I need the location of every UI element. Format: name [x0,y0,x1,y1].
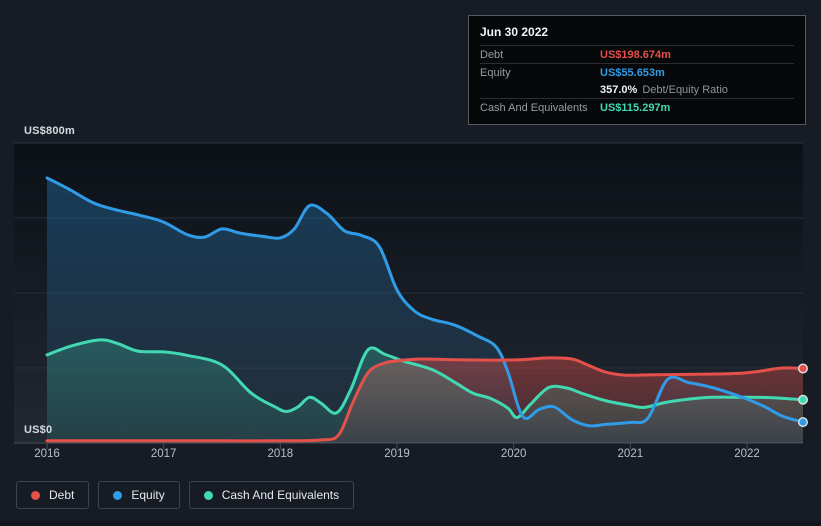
y-axis-max-label: US$800m [24,125,75,137]
chart-tooltip: Jun 30 2022 Debt US$198.674m Equity US$5… [468,15,806,125]
debt-line[interactable] [45,356,805,443]
tooltip-debt-row: Debt US$198.674m [480,45,794,63]
tooltip-cash-row: Cash And Equivalents US$115.297m [480,98,794,116]
cash-series-dot-icon [203,490,213,500]
legend-item-debt[interactable]: Debt [16,481,90,509]
panel-bottom-edge [0,521,821,526]
legend-item-cash[interactable]: Cash And Equivalents [188,481,355,509]
tooltip-debt-value: US$198.674m [600,48,671,61]
legend-item-equity[interactable]: Equity [98,481,180,509]
debt-equity-history-chart[interactable] [0,0,821,470]
equity-series-dot-icon [113,490,123,500]
equity-line[interactable] [45,176,805,428]
tooltip-cash-label: Cash And Equivalents [480,101,588,114]
tooltip-debt-label: Debt [480,48,504,61]
tooltip-date: Jun 30 2022 [480,25,549,39]
tooltip-ratio-value: 357.0% [600,83,638,96]
legend-label-cash: Cash And Equivalents [221,488,340,502]
tooltip-cash-value: US$115.297m [600,101,671,114]
tooltip-equity-row: Equity US$55.653m [480,63,794,81]
cash-and-equivalents-line[interactable] [45,338,805,420]
chart-legend: Debt Equity Cash And Equivalents [16,481,355,509]
legend-label-debt: Debt [49,488,75,502]
y-axis-min-label: US$0 [24,424,53,436]
tooltip-ratio-row: 357.0% Debt/Equity Ratio [480,81,794,98]
cash-and-equivalents-endpoint-marker[interactable] [797,394,808,405]
debt-series-dot-icon [31,490,40,500]
tooltip-equity-label: Equity [480,66,511,79]
debt-endpoint-marker[interactable] [797,363,808,374]
equity-endpoint-marker[interactable] [797,417,808,428]
cash-and-equivalents-area [47,339,803,443]
tooltip-ratio-label: Debt/Equity Ratio [642,83,728,96]
tooltip-equity-value: US$55.653m [600,66,665,79]
legend-label-equity: Equity [131,488,165,502]
